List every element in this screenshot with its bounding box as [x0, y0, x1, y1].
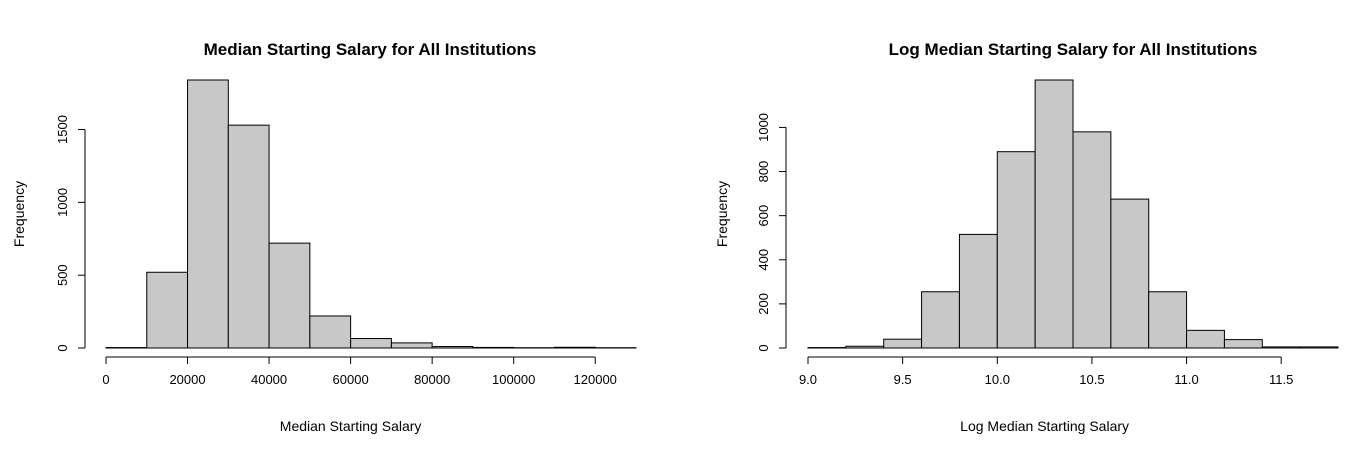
x-tick-label: 100000	[492, 372, 535, 387]
x-axis-label: Log Median Starting Salary	[960, 418, 1129, 434]
x-tick-label: 120000	[574, 372, 617, 387]
histogram-bar	[309, 315, 352, 349]
histogram-bar	[146, 271, 189, 349]
histogram-bar	[1186, 329, 1225, 349]
x-tick-label: 0	[102, 372, 109, 387]
y-tick-label: 1500	[55, 115, 70, 144]
x-tick-label: 60000	[333, 372, 369, 387]
histogram-panel-1: 0 20000 40000 60000 80000 100000 120000 0 500 100…	[11, 40, 637, 434]
histogram-bar	[472, 346, 515, 349]
x-tick-label: 9.5	[894, 372, 912, 387]
histogram-bar	[227, 124, 270, 349]
x-tick-label: 20000	[169, 372, 205, 387]
histogram-bar	[1072, 131, 1112, 349]
histogram-bar	[845, 345, 885, 349]
x-tick-label: 9.0	[799, 372, 817, 387]
y-tick-label: 200	[756, 293, 771, 315]
y-tick-label: 1000	[55, 188, 70, 217]
histogram-bar	[268, 242, 311, 349]
x-tick-label: 11.5	[1269, 372, 1293, 387]
histogram-bar	[1034, 79, 1074, 349]
y-tick-label: 400	[756, 249, 771, 271]
y-tick-label: 1000	[756, 113, 771, 142]
histogram-bar	[921, 291, 960, 349]
histogram-bar	[1261, 346, 1301, 349]
chart-title: Log Median Starting Salary for All Insti…	[889, 40, 1258, 59]
histogram-bar	[1223, 339, 1263, 349]
y-axis-label: Frequency	[11, 181, 27, 247]
histogram-panel-2: 9.0 9.5 10.0 10.5 11.0 11.5 0 200 400 600 800 1000 L…	[714, 40, 1339, 434]
x-tick-label: 80000	[414, 372, 450, 387]
chart-title: Median Starting Salary for All Instituti…	[204, 40, 537, 59]
y-tick-label: 600	[756, 205, 771, 227]
histogram-bar	[958, 233, 998, 349]
histogram-bar	[553, 346, 596, 349]
histogram-bar	[1110, 198, 1150, 349]
x-tick-label: 40000	[251, 372, 287, 387]
y-tick-label: 0	[756, 344, 771, 351]
y-tick-label: 500	[55, 264, 70, 286]
histogram-bar	[883, 338, 923, 349]
histogram-bar	[187, 79, 229, 349]
histogram-bar	[431, 346, 474, 349]
histogram-bar	[996, 151, 1036, 349]
y-axis-label: Frequency	[714, 181, 730, 247]
x-tick-label: 11.0	[1174, 372, 1198, 387]
y-tick-label: 800	[756, 161, 771, 183]
x-tick-label: 10.0	[985, 372, 1010, 387]
y-tick-label: 0	[55, 344, 70, 351]
x-axis-label: Median Starting Salary	[280, 418, 422, 434]
histogram-bar	[1148, 291, 1188, 349]
histogram-bar	[390, 342, 433, 349]
histogram-bar	[1299, 346, 1339, 349]
x-tick-label: 10.5	[1079, 372, 1104, 387]
histogram-bar	[350, 338, 392, 349]
